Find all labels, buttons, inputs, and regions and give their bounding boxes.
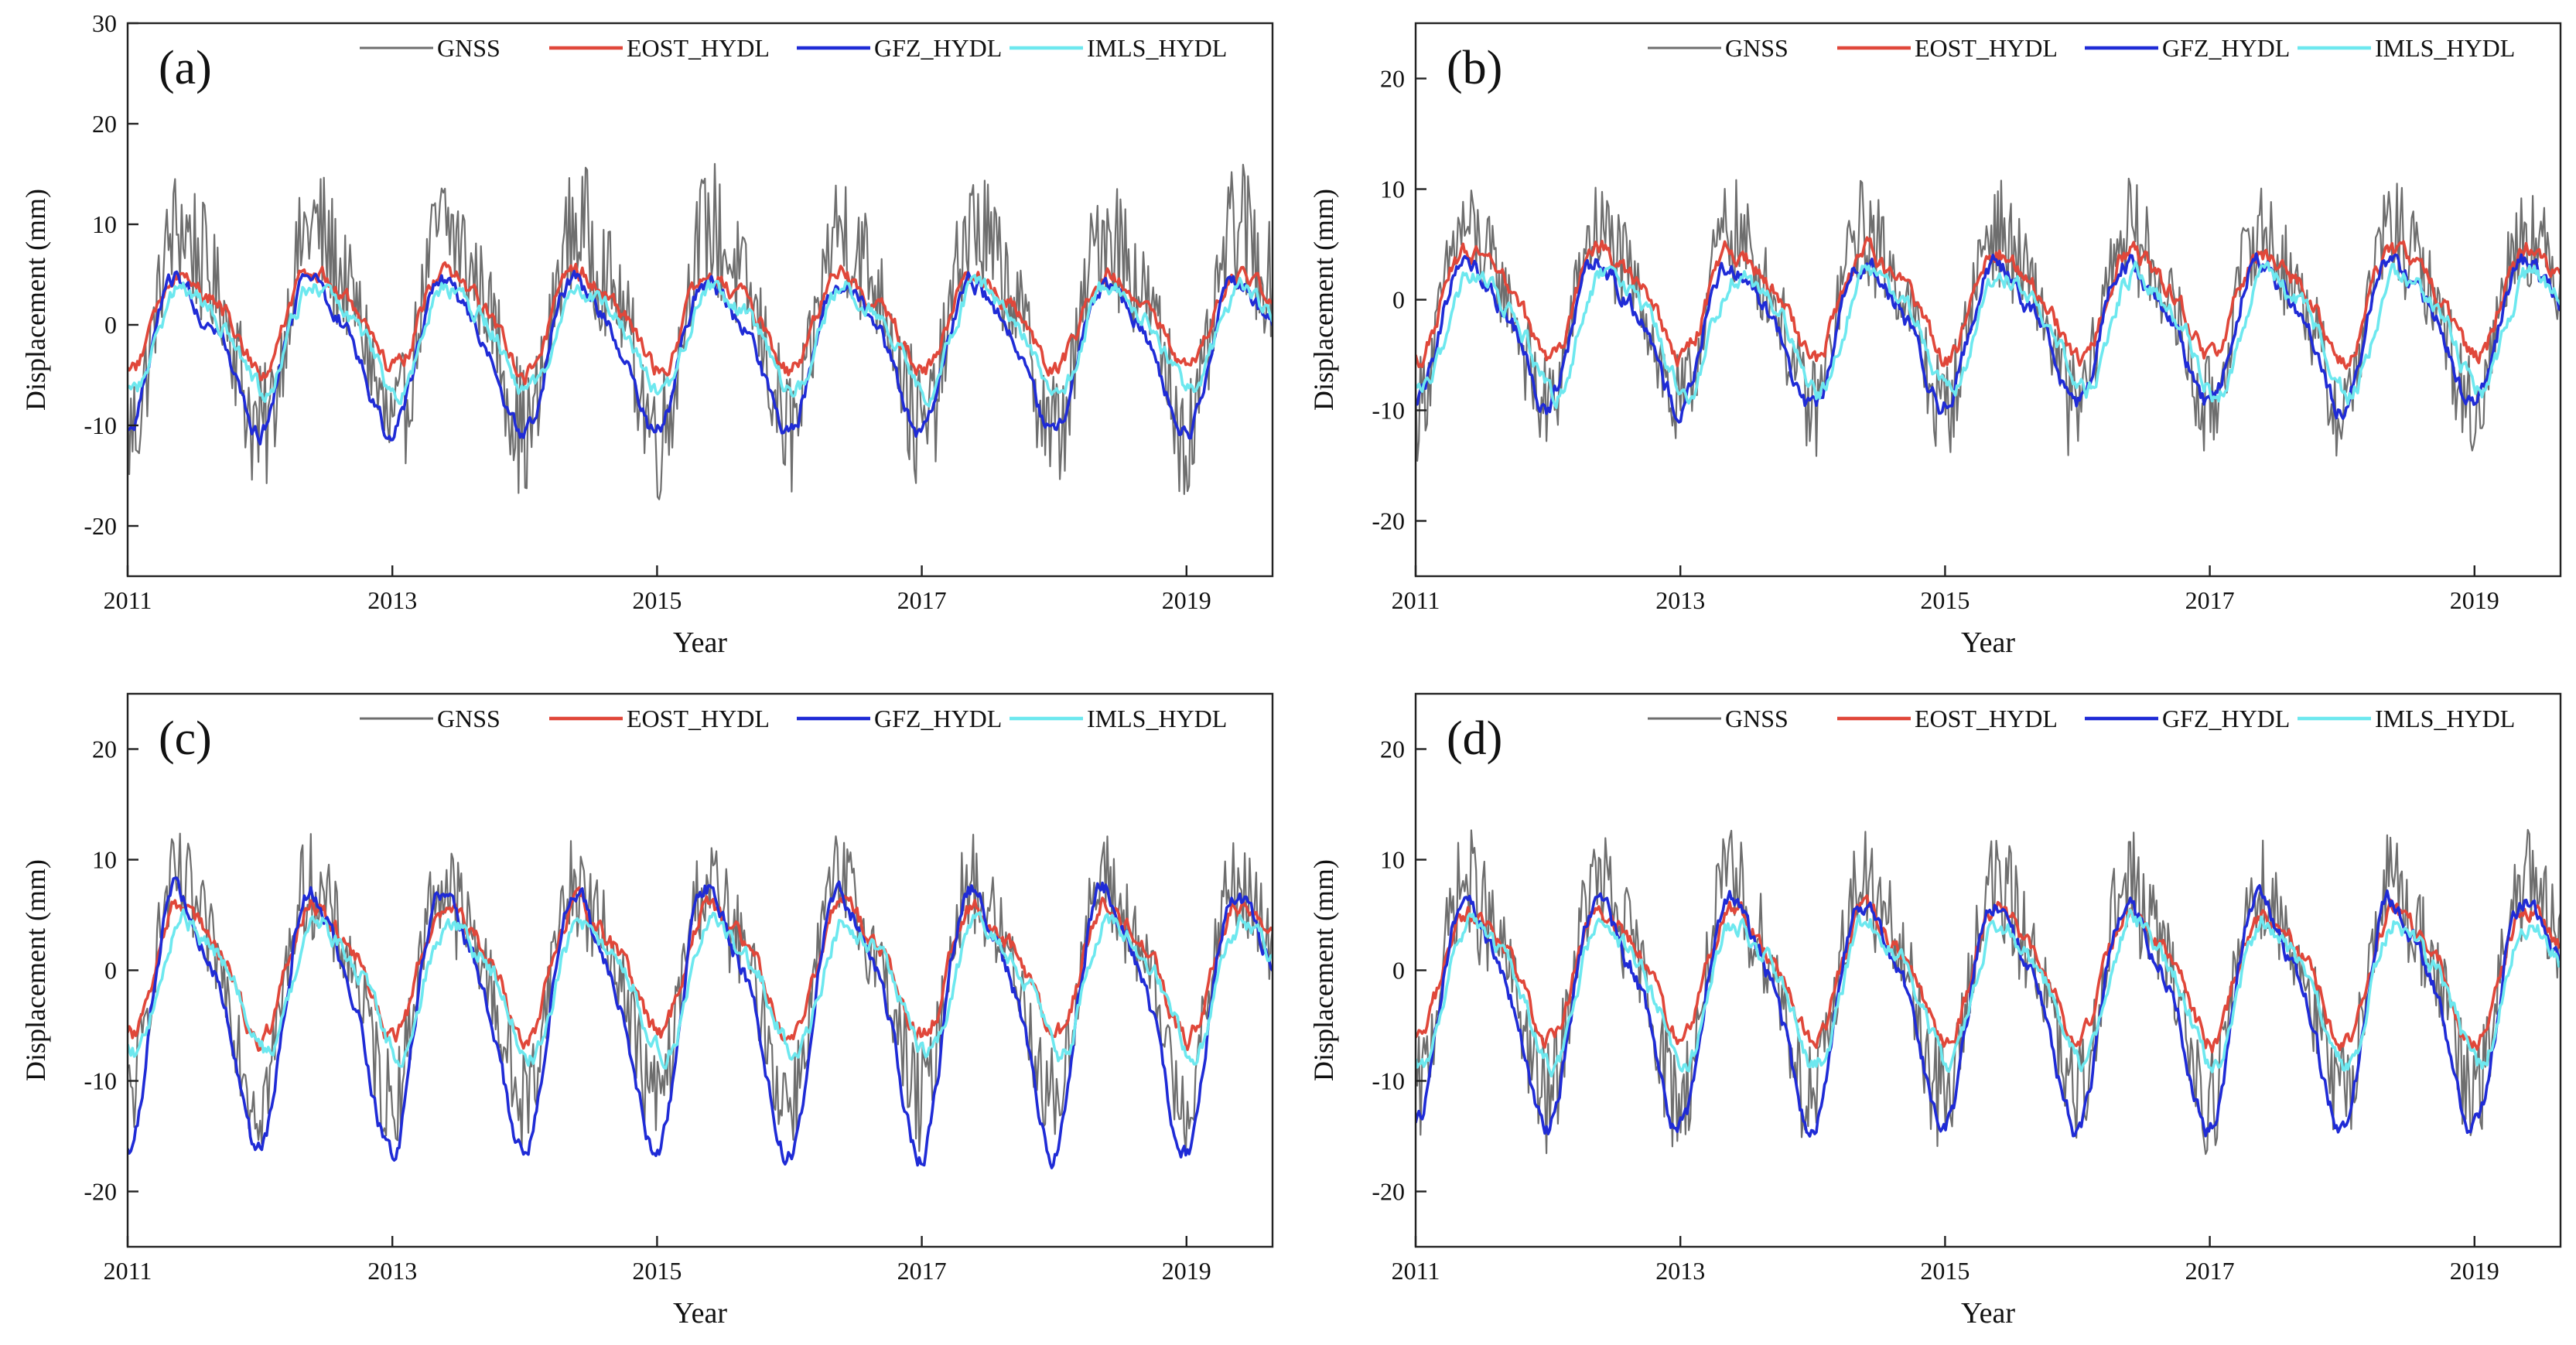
x-axis-label: Year (1961, 626, 2015, 659)
plot-frame (126, 22, 1274, 578)
series-line-eost-hydl (1416, 236, 2561, 370)
series-line-eost-hydl (128, 886, 1273, 1052)
legend-label: EOST_HYDL (1915, 34, 2058, 62)
series-line-gnss (1416, 828, 2561, 1156)
x-tick-label: 2017 (2185, 586, 2235, 614)
x-tick-label: 2011 (104, 586, 152, 614)
x-tick-label: 2017 (2185, 1257, 2235, 1285)
y-axis-label: Displacement (mm) (20, 189, 51, 411)
x-axis-label: Year (673, 626, 727, 659)
legend-label: IMLS_HYDL (2375, 34, 2515, 62)
chart-svg: 2011 2013 2015 2017 2019 -20 -10 0 10 20 Year Displ… (1308, 692, 2562, 1330)
series-line-imls-hydl (1416, 908, 2561, 1078)
legend-label: GNSS (437, 705, 501, 732)
panel-d: 2011 2013 2015 2017 2019 -20 -10 0 10 20 Year Displ… (1288, 671, 2576, 1341)
y-tick-label: -20 (84, 1178, 117, 1206)
legend-label: EOST_HYDL (627, 705, 770, 732)
y-tick-label: 10 (92, 846, 117, 874)
series-line-gfz-hydl (128, 876, 1273, 1169)
x-tick-label: 2013 (1655, 1257, 1705, 1285)
y-tick-label: -20 (84, 512, 117, 540)
series-line-gnss (128, 832, 1273, 1153)
y-axis-label: Displacement (mm) (1308, 859, 1339, 1081)
y-tick-label: 20 (1380, 65, 1405, 93)
y-tick-label: -20 (1372, 507, 1405, 535)
y-tick-label: 30 (92, 9, 117, 37)
y-tick-label: -10 (84, 411, 117, 439)
series-line-imls-hydl (1416, 261, 2561, 409)
x-tick-label: 2019 (1162, 586, 1211, 614)
legend-label: EOST_HYDL (627, 34, 770, 62)
x-tick-label: 2013 (1655, 586, 1705, 614)
y-axis-label: Displacement (mm) (1308, 189, 1339, 411)
legend-label: GFZ_HYDL (874, 34, 1002, 62)
y-tick-label: 20 (92, 110, 117, 138)
y-tick-label: 10 (1380, 176, 1405, 203)
x-tick-label: 2019 (2450, 1257, 2499, 1285)
x-tick-label: 2013 (367, 586, 417, 614)
x-tick-label: 2013 (367, 1257, 417, 1285)
panel-label: (b) (1447, 42, 1502, 94)
chart-svg: 2011 2013 2015 2017 2019 -20 -10 0 10 20 30 Year Dis… (20, 9, 1274, 659)
x-tick-label: 2015 (1920, 586, 1970, 614)
x-tick-label: 2015 (632, 586, 682, 614)
y-tick-label: -10 (1372, 397, 1405, 425)
legend-label: EOST_HYDL (1915, 705, 2058, 732)
chart-svg: 2011 2013 2015 2017 2019 -20 -10 0 10 20 Year Displ… (1308, 22, 2562, 659)
legend-label: GFZ_HYDL (2162, 705, 2290, 732)
x-tick-label: 2019 (2450, 586, 2499, 614)
plot-frame (126, 692, 1274, 1248)
y-axis-label: Displacement (mm) (20, 859, 51, 1081)
series-line-gnss (128, 162, 1273, 500)
legend-label: IMLS_HYDL (1087, 34, 1227, 62)
x-tick-label: 2011 (1392, 1257, 1440, 1285)
legend-label: IMLS_HYDL (1087, 705, 1227, 732)
legend-label: GFZ_HYDL (2162, 34, 2290, 62)
y-tick-label: 10 (1380, 846, 1405, 874)
x-tick-label: 2017 (897, 586, 947, 614)
legend-label: GFZ_HYDL (874, 705, 1002, 732)
panel-a: 2011 2013 2015 2017 2019 -20 -10 0 10 20 30 Year Dis… (0, 0, 1288, 671)
plot-frame (1414, 692, 2562, 1248)
x-tick-label: 2011 (104, 1257, 152, 1285)
legend-label: GNSS (1725, 705, 1789, 732)
legend-label: IMLS_HYDL (2375, 705, 2515, 732)
y-tick-label: 10 (92, 210, 117, 238)
series-line-imls-hydl (128, 908, 1273, 1070)
panel-label: (c) (159, 712, 212, 765)
series-line-gfz-hydl (128, 269, 1273, 445)
y-tick-label: 0 (1392, 286, 1405, 314)
x-tick-label: 2015 (632, 1257, 682, 1285)
series-line-gfz-hydl (1416, 252, 2561, 424)
y-tick-label: -10 (1372, 1067, 1405, 1095)
x-axis-label: Year (673, 1297, 727, 1330)
x-tick-label: 2017 (897, 1257, 947, 1285)
series-line-eost-hydl (1416, 894, 2561, 1053)
y-tick-label: -10 (84, 1067, 117, 1095)
chart-svg: 2011 2013 2015 2017 2019 -20 -10 0 10 20 Year Displ… (20, 692, 1274, 1330)
panel-label: (a) (159, 42, 212, 94)
y-tick-label: 0 (104, 957, 117, 985)
series-line-gfz-hydl (1416, 884, 2561, 1138)
x-tick-label: 2015 (1920, 1257, 1970, 1285)
panel-b: 2011 2013 2015 2017 2019 -20 -10 0 10 20 Year Displ… (1288, 0, 2576, 671)
x-axis-label: Year (1961, 1297, 2015, 1330)
legend-label: GNSS (437, 34, 501, 62)
y-tick-label: 0 (104, 311, 117, 339)
y-tick-label: 0 (1392, 957, 1405, 985)
y-tick-label: 20 (92, 736, 117, 763)
x-tick-label: 2019 (1162, 1257, 1211, 1285)
series-line-imls-hydl (128, 274, 1273, 408)
panel-label: (d) (1447, 712, 1502, 765)
y-tick-label: -20 (1372, 1178, 1405, 1206)
plot-frame (1414, 22, 2562, 578)
panel-c: 2011 2013 2015 2017 2019 -20 -10 0 10 20 Year Displ… (0, 671, 1288, 1341)
legend-label: GNSS (1725, 34, 1789, 62)
x-tick-label: 2011 (1392, 586, 1440, 614)
series-line-gnss (1416, 177, 2561, 462)
y-tick-label: 20 (1380, 736, 1405, 763)
